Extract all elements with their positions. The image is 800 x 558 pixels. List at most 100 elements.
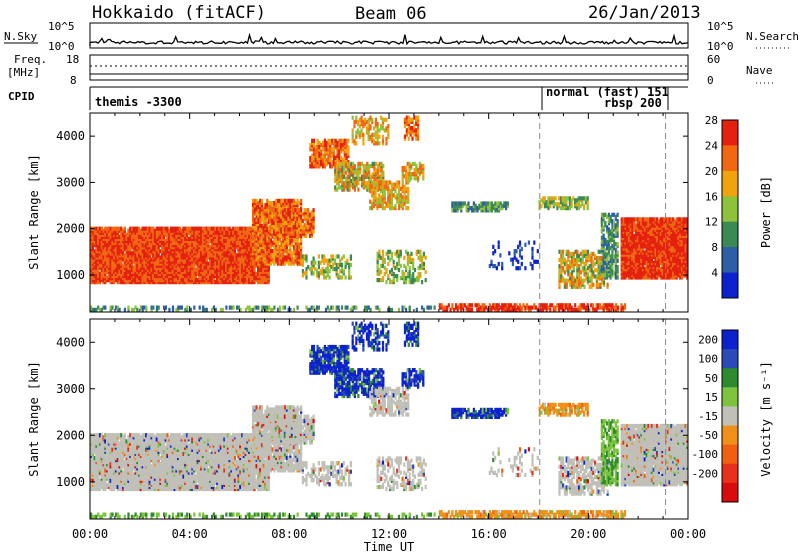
power-cell: [345, 275, 347, 279]
power-cell: [405, 266, 407, 270]
power-cell: [576, 250, 578, 254]
power-cell: [313, 271, 315, 275]
nave-hi-tick: 60: [707, 53, 720, 66]
power-cell: [408, 116, 410, 120]
power-cell: [352, 116, 354, 120]
power-cell: [305, 271, 307, 275]
power-cell: [400, 264, 402, 268]
power-cell: [357, 188, 359, 192]
power-cell: [378, 135, 380, 139]
power-cell: [587, 200, 589, 204]
power-cell: [380, 180, 382, 184]
power-cell: [355, 116, 357, 120]
power-cell: [540, 204, 542, 208]
count-lo-right: 10^0: [707, 40, 734, 53]
power-cell: [352, 128, 354, 132]
power-cell: [353, 124, 355, 128]
power-cell: [354, 164, 356, 168]
power-cell: [411, 126, 413, 130]
power-cell: [385, 280, 387, 284]
power-cell: [336, 141, 338, 145]
power-cell: [412, 262, 414, 266]
power-cell: [549, 204, 551, 208]
power-cell: [334, 259, 336, 263]
power-cell: [407, 195, 409, 199]
power-cell: [380, 195, 382, 199]
power-cell: [300, 199, 302, 203]
power-cell: [404, 118, 406, 122]
power-cell: [391, 197, 393, 201]
power-cell: [603, 234, 605, 238]
power-cell: [300, 245, 302, 249]
power-cell: [350, 275, 352, 279]
power-cell: [332, 254, 334, 258]
power-cell: [313, 257, 315, 261]
power-cell: [414, 268, 416, 272]
power-cell: [408, 130, 410, 134]
power-cell: [337, 254, 339, 258]
power-cell: [587, 204, 589, 208]
power-cell: [587, 196, 589, 200]
power-cell: [571, 202, 573, 206]
power-cell: [403, 272, 405, 276]
power-cell: [347, 139, 349, 143]
power-cell: [423, 252, 425, 256]
power-cell: [407, 191, 409, 195]
power-cell: [384, 191, 386, 195]
power-cell: [387, 274, 389, 278]
power-cell: [378, 141, 380, 145]
freq-strip-frame: [90, 55, 688, 80]
power-cell: [415, 164, 417, 168]
power-cell: [403, 256, 405, 260]
power-cell: [394, 204, 396, 208]
power-cell: [314, 261, 316, 265]
nsky-label: N.Sky: [4, 30, 37, 43]
power-cell: [368, 170, 370, 174]
power-cell: [396, 278, 398, 282]
power-cell: [234, 249, 236, 253]
power-cell: [347, 152, 349, 156]
power-cell: [362, 133, 364, 137]
power-cell: [417, 116, 419, 120]
power-cell: [607, 283, 609, 287]
power-cell: [412, 258, 414, 262]
freq-label: Freq.: [14, 53, 47, 66]
power-cell: [400, 250, 402, 254]
power-cell: [355, 141, 357, 145]
power-cell: [417, 130, 419, 134]
power-cell: [421, 280, 423, 284]
power-cell: [124, 227, 126, 231]
power-cell: [410, 252, 412, 256]
power-cell: [378, 250, 380, 254]
power-cell: [387, 133, 389, 137]
power-cell: [348, 269, 350, 273]
power-cell: [583, 204, 585, 208]
power-cell: [603, 281, 605, 285]
power-cell: [305, 234, 307, 238]
power-cell: [382, 164, 384, 168]
power-cell: [404, 135, 406, 139]
power-cell: [305, 254, 307, 258]
power-cell: [313, 208, 315, 212]
power-cell: [329, 269, 331, 273]
power-cell: [323, 254, 325, 258]
power-cell: [320, 156, 322, 160]
power-cell: [592, 283, 594, 287]
power-cell: [336, 154, 338, 158]
power-cell: [411, 137, 413, 141]
nave-lo-tick: 0: [707, 74, 714, 87]
power-cell: [362, 141, 364, 145]
power-cell: [413, 124, 415, 128]
power-cell: [382, 135, 384, 139]
power-cell: [587, 272, 589, 276]
power-cell: [261, 199, 263, 203]
power-cell: [555, 196, 557, 200]
power-cell: [412, 272, 414, 276]
power-cell: [544, 196, 546, 200]
power-cell: [341, 275, 343, 279]
power-cell: [407, 206, 409, 210]
power-cell: [402, 180, 404, 184]
power-cell: [387, 128, 389, 132]
